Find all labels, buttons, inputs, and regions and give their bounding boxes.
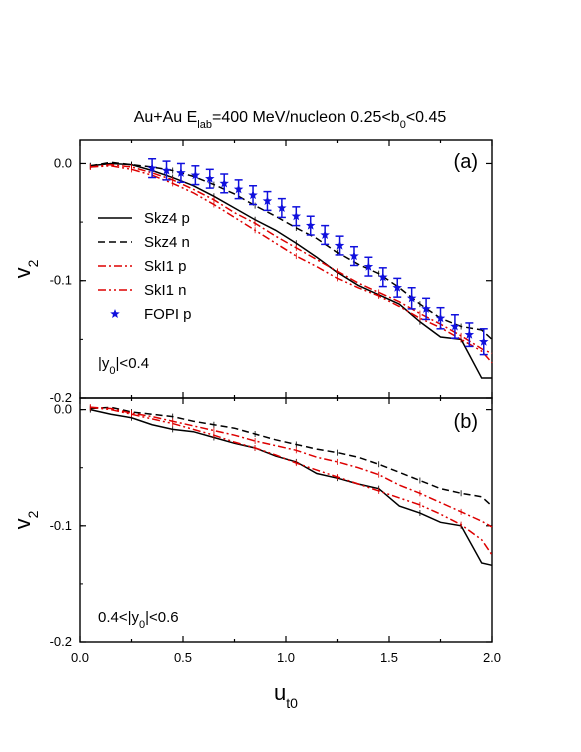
panel-a-fopi-point xyxy=(305,220,316,230)
panel-a-fopi-point xyxy=(334,240,345,250)
legend-label-fopi: FOPI p xyxy=(144,306,192,323)
panel-a-y-axis-label: v2 xyxy=(10,259,41,278)
panel-b: 0.0-0.1-0.20.0 0.5 1.0 1.5 2.0ut0v2(b)0.4<|y… xyxy=(10,397,501,711)
panel-b-annotation: 0.4<|y0|<0.6 xyxy=(98,609,179,631)
panel-a-fopi-point xyxy=(479,336,489,346)
panel-b-ytick-label: 0.0 xyxy=(54,402,72,417)
panel-a-fopi-point xyxy=(349,251,359,261)
panel-b-xtick-label: 1.5 xyxy=(380,650,398,665)
legend-label-2: SkI1 p xyxy=(144,258,187,275)
panel-a-fopi-point xyxy=(464,329,475,339)
legend-label-1: Skz4 n xyxy=(144,234,190,251)
figure-title: Au+Au Elab=400 MeV/nucleon 0.25<b0<0.45 xyxy=(134,109,447,131)
panel-b-y-axis-label: v2 xyxy=(10,510,41,529)
panel-a-annotation: |y0|<0.4 xyxy=(98,355,149,377)
panel-a-label: (a) xyxy=(454,151,478,173)
panel-a-fopi-point xyxy=(262,195,273,206)
panel-a-fopi-point xyxy=(320,229,330,240)
legend-fopi-marker xyxy=(110,309,120,319)
panel-a-fopi-point xyxy=(205,173,215,183)
panel-a-ytick-label: -0.1 xyxy=(50,273,72,288)
panel-a-fopi-point xyxy=(435,313,446,323)
panel-a-fopi-point xyxy=(291,211,302,221)
panel-a: 0.0 -0.1 -0.2 v2 (a) |y0|<0.4 Skz4 p Skz4 n SkI1… xyxy=(10,139,493,405)
legend-label-0: Skz4 p xyxy=(144,210,190,227)
panel-a-fopi-point xyxy=(392,282,402,292)
panel-a-fopi-point xyxy=(378,272,388,282)
panel-a-fopi-point xyxy=(176,167,186,177)
panel-a-fopi-point xyxy=(190,170,201,180)
panel-b-series-line-3 xyxy=(90,406,493,556)
panel-b-series-line-1 xyxy=(90,406,493,507)
panel-a-ytick-label: -0.2 xyxy=(50,390,72,405)
panel-a-series-line-3 xyxy=(90,165,493,364)
panel-b-label: (b) xyxy=(454,411,478,433)
panel-a-fopi-point xyxy=(147,163,157,173)
panel-b-xtick-label: 0.5 xyxy=(174,650,192,665)
panel-b-frame xyxy=(79,397,493,643)
panel-a-ytick-label: 0.0 xyxy=(54,155,72,170)
panel-a-fopi-point xyxy=(450,321,460,331)
panel-a-fopi-point xyxy=(406,293,417,303)
panel-b-series-line-0 xyxy=(90,408,493,567)
panel-b-ytick-label: -0.2 xyxy=(50,634,72,649)
panel-a-fopi-point xyxy=(161,165,172,175)
panel-a-fopi-point xyxy=(421,303,431,313)
panel-b-xtick-label: 1.0 xyxy=(277,650,295,665)
x-axis-label: ut0 xyxy=(274,680,298,711)
panel-a-fopi-point xyxy=(219,178,229,188)
panel-a-fopi-point xyxy=(248,190,258,200)
legend-label-3: SkI1 n xyxy=(144,282,187,299)
panel-b-xtick-label: 2.0 xyxy=(483,650,501,665)
panel-a-fopi-point xyxy=(233,184,244,194)
panel-b-series-line-2 xyxy=(90,406,493,528)
panel-a-fopi-point xyxy=(277,203,287,213)
panel-a-fopi-point xyxy=(363,261,374,271)
panel-b-ytick-label: -0.1 xyxy=(50,518,72,533)
panel-b-xtick-label: 0.0 xyxy=(71,650,89,665)
